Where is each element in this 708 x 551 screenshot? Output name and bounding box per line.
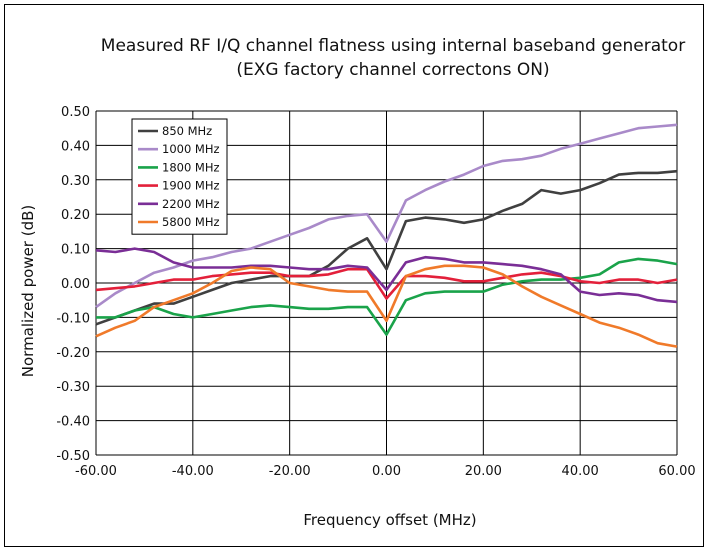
legend-label-5800-mhz: 5800 MHz: [162, 215, 220, 229]
y-tick-label: 0.40: [61, 139, 90, 154]
y-tick-label: 0.50: [61, 105, 90, 120]
series-line-1900-mhz: [95, 267, 678, 300]
chart-subtitle: (EXG factory channel correctons ON): [236, 60, 549, 80]
y-axis-label: Normalized power (dB): [19, 205, 37, 377]
x-tick-label: 0.00: [372, 464, 401, 479]
y-tick-label: 0.30: [61, 174, 90, 189]
series-line-1800-mhz: [96, 257, 678, 336]
series-line-2200-mhz: [95, 247, 678, 304]
legend-box: [131, 118, 228, 235]
line-chart: Measured RF I/Q channel flatness using i…: [19, 36, 696, 529]
series-line-1000-mhz: [95, 123, 678, 309]
legend-label-2200-mhz: 2200 MHz: [162, 197, 220, 211]
x-axis-label: Frequency offset (MHz): [303, 511, 476, 529]
y-tick-label: 0.00: [61, 277, 90, 292]
y-tick-label: -0.10: [56, 311, 90, 326]
series-lines: [95, 123, 678, 348]
x-tick-label: -60.00: [75, 464, 117, 479]
series-line-5800-mhz: [95, 264, 678, 348]
legend-label-1800-mhz: 1800 MHz: [162, 160, 220, 174]
x-tick-label: -20.00: [269, 464, 311, 479]
series-line-850-mhz: [95, 169, 678, 326]
legend-label-850-mhz: 850 MHz: [162, 124, 212, 138]
x-axis-ticks: -60.00 -40.00 -20.00 0.00 20.00 40.00 60.00: [75, 464, 696, 479]
legend-label-1900-mhz: 1900 MHz: [162, 179, 220, 193]
legend-label-1000-mhz: 1000 MHz: [162, 142, 220, 156]
x-tick-label: 20.00: [465, 464, 502, 479]
chart-title: Measured RF I/Q channel flatness using i…: [101, 36, 685, 56]
y-axis-ticks: 0.50 0.40 0.30 0.20 0.10 0.00 -0.10 -0.20 -0.30 -…: [56, 105, 90, 464]
x-tick-label: 40.00: [562, 464, 599, 479]
x-tick-label: -40.00: [172, 464, 214, 479]
y-tick-label: -0.50: [56, 449, 90, 464]
y-tick-label: -0.40: [56, 415, 90, 430]
chart-frame: Measured RF I/Q channel flatness using i…: [4, 4, 704, 547]
y-tick-label: 0.10: [61, 243, 90, 258]
y-tick-label: -0.30: [56, 380, 90, 395]
legend: 850 MHz 1000 MHz 1800 MHz 1900 MHz 2200 MHz 5…: [131, 118, 228, 235]
y-tick-label: -0.20: [56, 346, 90, 361]
y-tick-label: 0.20: [61, 208, 90, 223]
x-tick-label: 60.00: [658, 464, 695, 479]
